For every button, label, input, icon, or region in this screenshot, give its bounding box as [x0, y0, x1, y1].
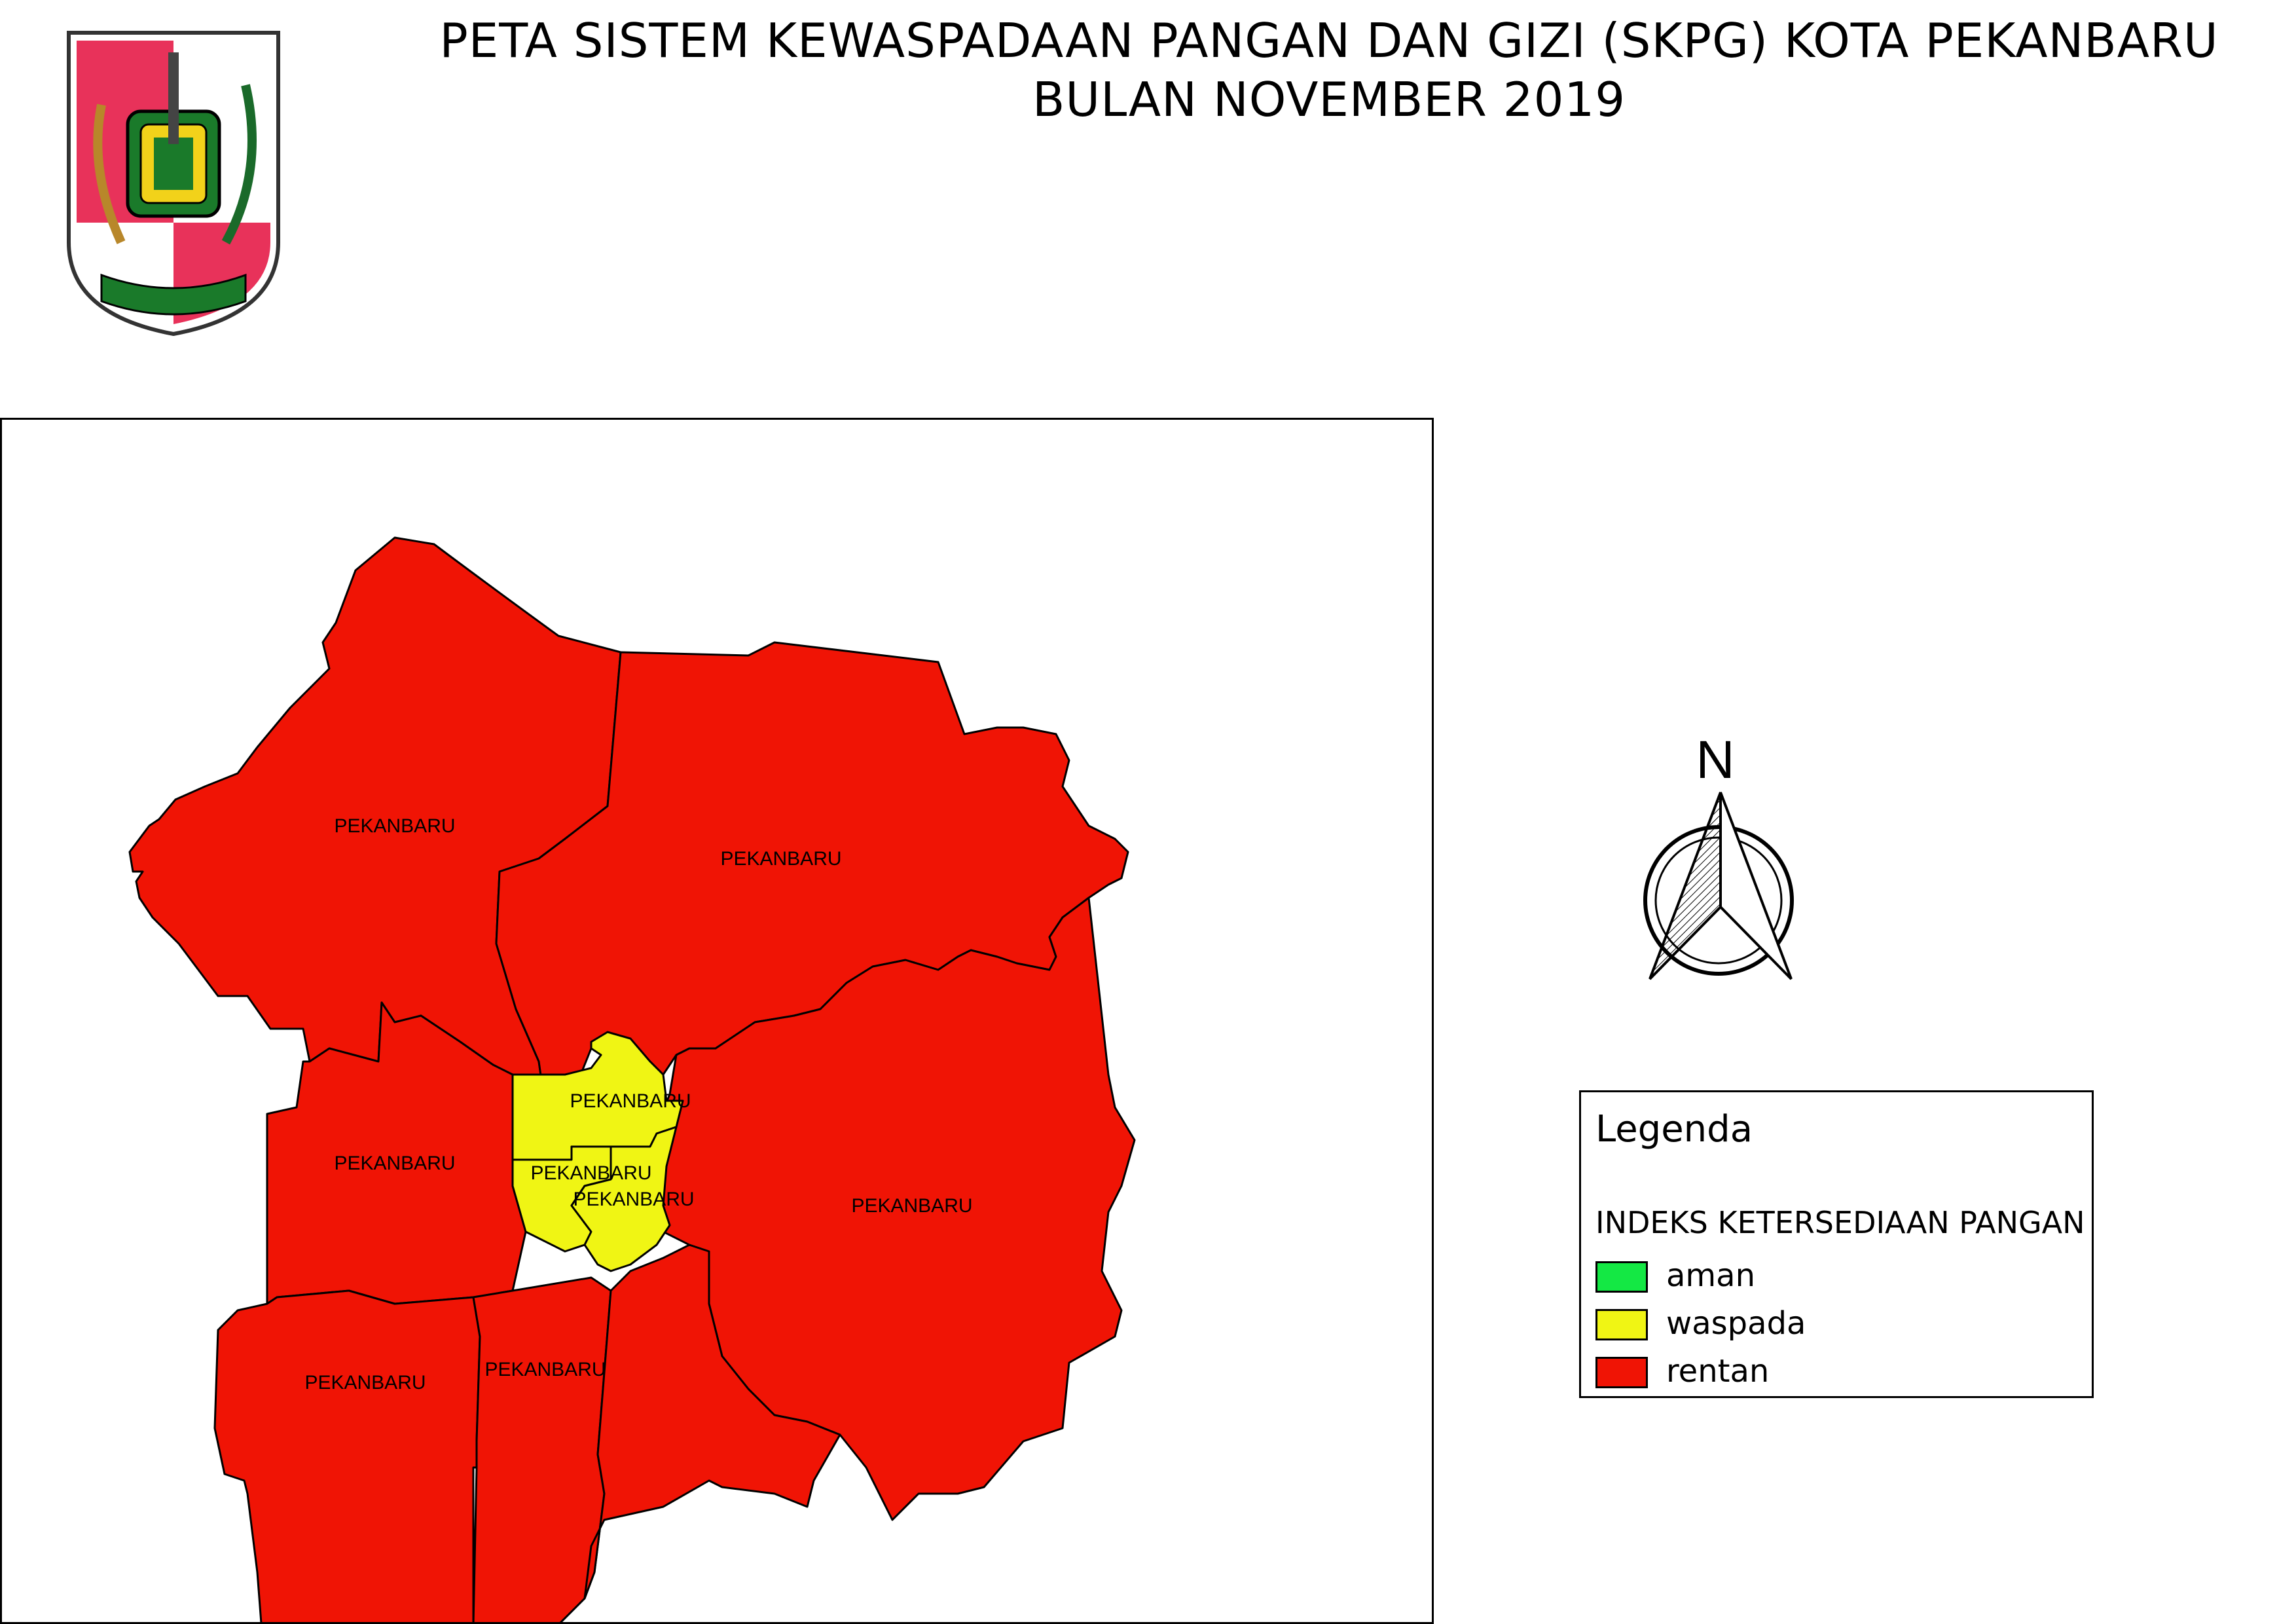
region-label: PEKANBARU	[304, 1372, 426, 1393]
map-subtitle: BULAN NOVEMBER 2019	[1032, 72, 1626, 127]
map-canvas: PEKANBARU PEKANBARU PEKANBARU PEKANBARU …	[128, 536, 1136, 1624]
region-label: PEKANBARU	[484, 1359, 606, 1380]
region-9[interactable]	[570, 1126, 678, 1272]
legend-swatch	[1595, 1309, 1648, 1340]
region-label: PEKANBARU	[573, 1189, 694, 1210]
map-title: PETA SISTEM KEWASPADAAN PANGAN DAN GIZI …	[439, 13, 2219, 68]
region-label: PEKANBARU	[334, 815, 455, 837]
legend-subtitle: INDEKS KETERSEDIAAN PANGAN	[1595, 1205, 2085, 1240]
region-label: PEKANBARU	[851, 1195, 972, 1217]
legend-swatch	[1595, 1261, 1648, 1293]
legend-title: Legenda	[1595, 1108, 1753, 1151]
region-label: PEKANBARU	[530, 1162, 651, 1184]
region-label: PEKANBARU	[334, 1153, 455, 1174]
legend: Legenda INDEKS KETERSEDIAAN PANGAN aman …	[1579, 1090, 2094, 1398]
kota-pekanbaru-emblem	[67, 31, 280, 337]
legend-label: aman	[1666, 1257, 1756, 1294]
legend-label: waspada	[1666, 1305, 1806, 1342]
north-label: N	[1696, 733, 1734, 790]
map-frame: PEKANBARU PEKANBARU PEKANBARU PEKANBARU …	[0, 418, 1434, 1624]
region-5[interactable]	[472, 1276, 612, 1624]
north-arrow-icon: N	[1643, 733, 1794, 980]
region-label: PEKANBARU	[720, 848, 841, 870]
region-label: PEKANBARU	[570, 1090, 691, 1112]
legend-label: rentan	[1666, 1353, 1770, 1390]
legend-swatch	[1595, 1357, 1648, 1388]
region-6[interactable]	[583, 1244, 841, 1600]
